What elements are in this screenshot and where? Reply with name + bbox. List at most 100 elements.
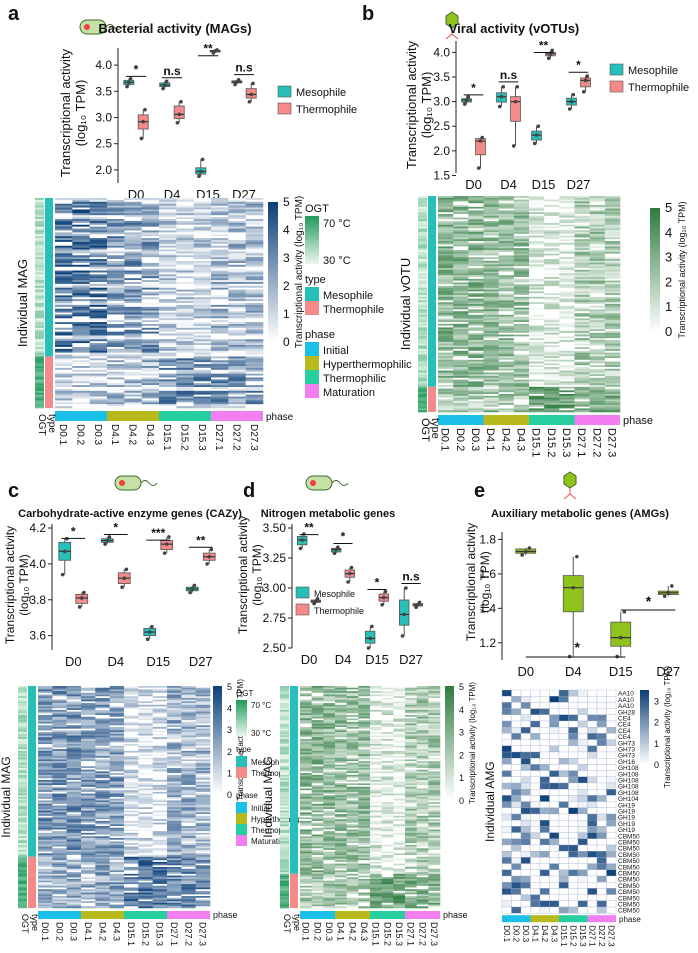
heatmap-cell	[89, 217, 108, 220]
heatmap-cell	[228, 199, 246, 203]
heatmap-cell	[228, 329, 246, 332]
heatmap-cell	[453, 358, 469, 361]
heatmap-cell	[181, 691, 196, 694]
heatmap-cell	[159, 224, 177, 227]
heatmap-cell	[72, 219, 90, 222]
heatmap-cell	[38, 844, 53, 847]
heatmap-cell	[498, 277, 515, 280]
heatmap-cell	[109, 694, 125, 697]
heatmap-cell	[52, 870, 67, 873]
heatmap-cell	[195, 829, 211, 832]
heatmap-cell	[89, 261, 108, 264]
heatmap-cell	[498, 278, 515, 281]
heatmap-cell	[138, 704, 153, 707]
heatmap-cell	[95, 764, 110, 767]
heatmap-cell	[483, 237, 499, 240]
heatmap-cell	[195, 868, 211, 871]
heatmap-cell	[141, 406, 160, 409]
heatmap-cell	[559, 408, 575, 411]
heatmap-cell	[544, 206, 560, 209]
heatmap-cell	[95, 875, 110, 878]
heatmap-cell	[124, 198, 142, 201]
heatmap-cell	[181, 756, 196, 759]
heatmap-cell	[176, 308, 194, 311]
heatmap-cell	[109, 752, 125, 755]
heatmap-cell	[544, 363, 560, 366]
heatmap-cell	[66, 718, 82, 721]
heatmap-cell	[167, 815, 182, 818]
heatmap-cell	[483, 206, 499, 209]
heatmap-cell	[483, 257, 499, 260]
heatmap-cell	[438, 372, 454, 375]
heatmap-cell	[245, 282, 264, 285]
heatmap-cell	[138, 834, 153, 837]
heatmap-cell	[513, 237, 530, 240]
heatmap-cell	[138, 819, 153, 822]
heatmap-cell	[124, 335, 142, 338]
heatmap-cell	[574, 383, 590, 386]
heatmap-cell	[38, 798, 53, 801]
heatmap-cell	[66, 897, 82, 900]
ogt-cell	[35, 285, 44, 289]
heatmap-cell	[211, 406, 229, 409]
heatmap-cell	[574, 404, 590, 407]
heatmap-cell	[66, 836, 82, 839]
heatmap-cell	[107, 306, 125, 310]
heatmap-cell	[559, 275, 575, 278]
heatmap-cell	[124, 738, 139, 741]
heatmap-cell	[453, 399, 469, 402]
heatmap-cell	[181, 752, 196, 755]
heatmap-cell	[438, 311, 454, 314]
heatmap-cell	[72, 278, 90, 281]
significance-label: *	[576, 58, 581, 72]
heatmap-cell	[124, 205, 142, 208]
heatmap-cell	[529, 197, 545, 200]
heatmap-cell	[211, 201, 229, 205]
heatmap-cell	[55, 234, 73, 237]
heatmap-cell	[124, 733, 139, 736]
heatmap-cell	[124, 901, 139, 904]
ogt-cell	[18, 733, 27, 736]
heatmap-cell	[604, 237, 621, 240]
heatmap-cell	[529, 259, 545, 262]
heatmap-cell	[181, 762, 196, 765]
heatmap-cell	[95, 844, 110, 847]
heatmap-cell	[544, 296, 560, 299]
heatmap-cell	[81, 897, 96, 900]
heatmap-cell	[167, 824, 182, 827]
colorbar-label: Transcriptional activity (log₁₀ TPM)	[677, 201, 687, 338]
heatmap-cell	[124, 203, 142, 206]
phase-bar-segment	[55, 411, 107, 421]
heatmap-cell	[152, 773, 168, 776]
heatmap-cell	[72, 255, 90, 258]
heatmap-cell	[38, 872, 53, 875]
heatmap-cell	[468, 327, 484, 330]
heatmap-cell	[544, 390, 560, 393]
heatmap-cell	[544, 217, 560, 220]
heatmap-cell	[95, 721, 110, 724]
heatmap-cell	[195, 733, 211, 736]
data-point	[147, 630, 152, 634]
heatmap-cell	[167, 744, 182, 747]
heatmap-cell	[52, 843, 67, 846]
heatmap-cell	[107, 224, 125, 227]
heatmap-cell	[66, 880, 82, 883]
heatmap-cell	[483, 253, 499, 256]
heatmap-cell	[66, 756, 82, 759]
heatmap-cell	[544, 332, 560, 335]
heatmap-cell	[138, 786, 153, 789]
heatmap-cell	[498, 275, 515, 278]
heatmap-cell	[438, 244, 454, 247]
heatmap-cell	[95, 810, 110, 813]
heatmap-cell	[138, 738, 153, 741]
heatmap-cell	[211, 350, 229, 353]
heatmap-cell	[453, 224, 469, 227]
heatmap-cell	[124, 232, 142, 235]
heatmap-cell	[89, 278, 108, 281]
heatmap-cell	[498, 271, 515, 274]
heatmap-cell	[453, 307, 469, 310]
heatmap-cell	[55, 236, 73, 239]
heatmap-cell	[529, 228, 545, 231]
heatmap-cell	[89, 404, 108, 407]
heatmap-cell	[141, 335, 160, 338]
